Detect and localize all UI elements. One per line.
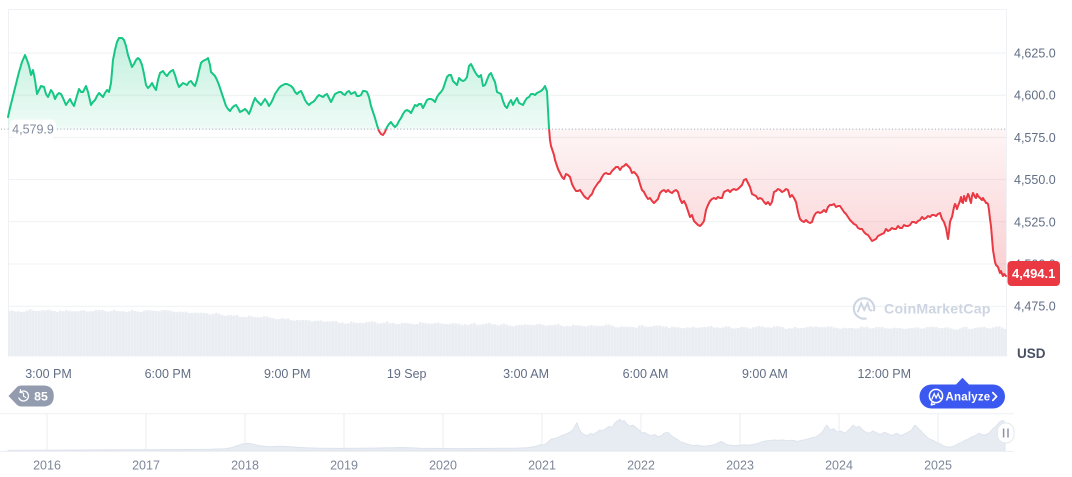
- svg-text:4,550.0: 4,550.0: [1014, 173, 1056, 187]
- svg-text:9:00 AM: 9:00 AM: [742, 367, 788, 381]
- svg-text:3:00 PM: 3:00 PM: [25, 367, 72, 381]
- svg-text:4,575.0: 4,575.0: [1014, 131, 1056, 145]
- svg-text:12:00 PM: 12:00 PM: [858, 367, 912, 381]
- svg-text:2018: 2018: [231, 459, 259, 473]
- svg-text:3:00 AM: 3:00 AM: [503, 367, 549, 381]
- svg-text:2025: 2025: [924, 459, 952, 473]
- svg-text:6:00 PM: 6:00 PM: [145, 367, 192, 381]
- svg-text:4,579.9: 4,579.9: [12, 122, 54, 136]
- svg-text:4,625.0: 4,625.0: [1014, 47, 1056, 61]
- svg-text:2024: 2024: [825, 459, 853, 473]
- svg-text:85: 85: [34, 390, 48, 404]
- svg-text:2017: 2017: [132, 459, 160, 473]
- svg-text:2023: 2023: [726, 459, 754, 473]
- svg-text:19 Sep: 19 Sep: [387, 367, 427, 381]
- svg-text:2019: 2019: [330, 459, 358, 473]
- svg-text:4,525.0: 4,525.0: [1014, 215, 1056, 229]
- svg-text:6:00 AM: 6:00 AM: [623, 367, 669, 381]
- svg-text:2016: 2016: [33, 459, 61, 473]
- svg-text:4,494.1: 4,494.1: [1012, 266, 1055, 281]
- svg-text:2021: 2021: [528, 459, 556, 473]
- svg-text:4,475.0: 4,475.0: [1014, 300, 1056, 314]
- svg-text:2020: 2020: [429, 459, 457, 473]
- svg-text:USD: USD: [1017, 346, 1046, 361]
- svg-text:9:00 PM: 9:00 PM: [264, 367, 311, 381]
- svg-text:Analyze: Analyze: [946, 392, 991, 404]
- svg-text:4,600.0: 4,600.0: [1014, 89, 1056, 103]
- svg-text:CoinMarketCap: CoinMarketCap: [884, 302, 991, 318]
- svg-text:2022: 2022: [627, 459, 655, 473]
